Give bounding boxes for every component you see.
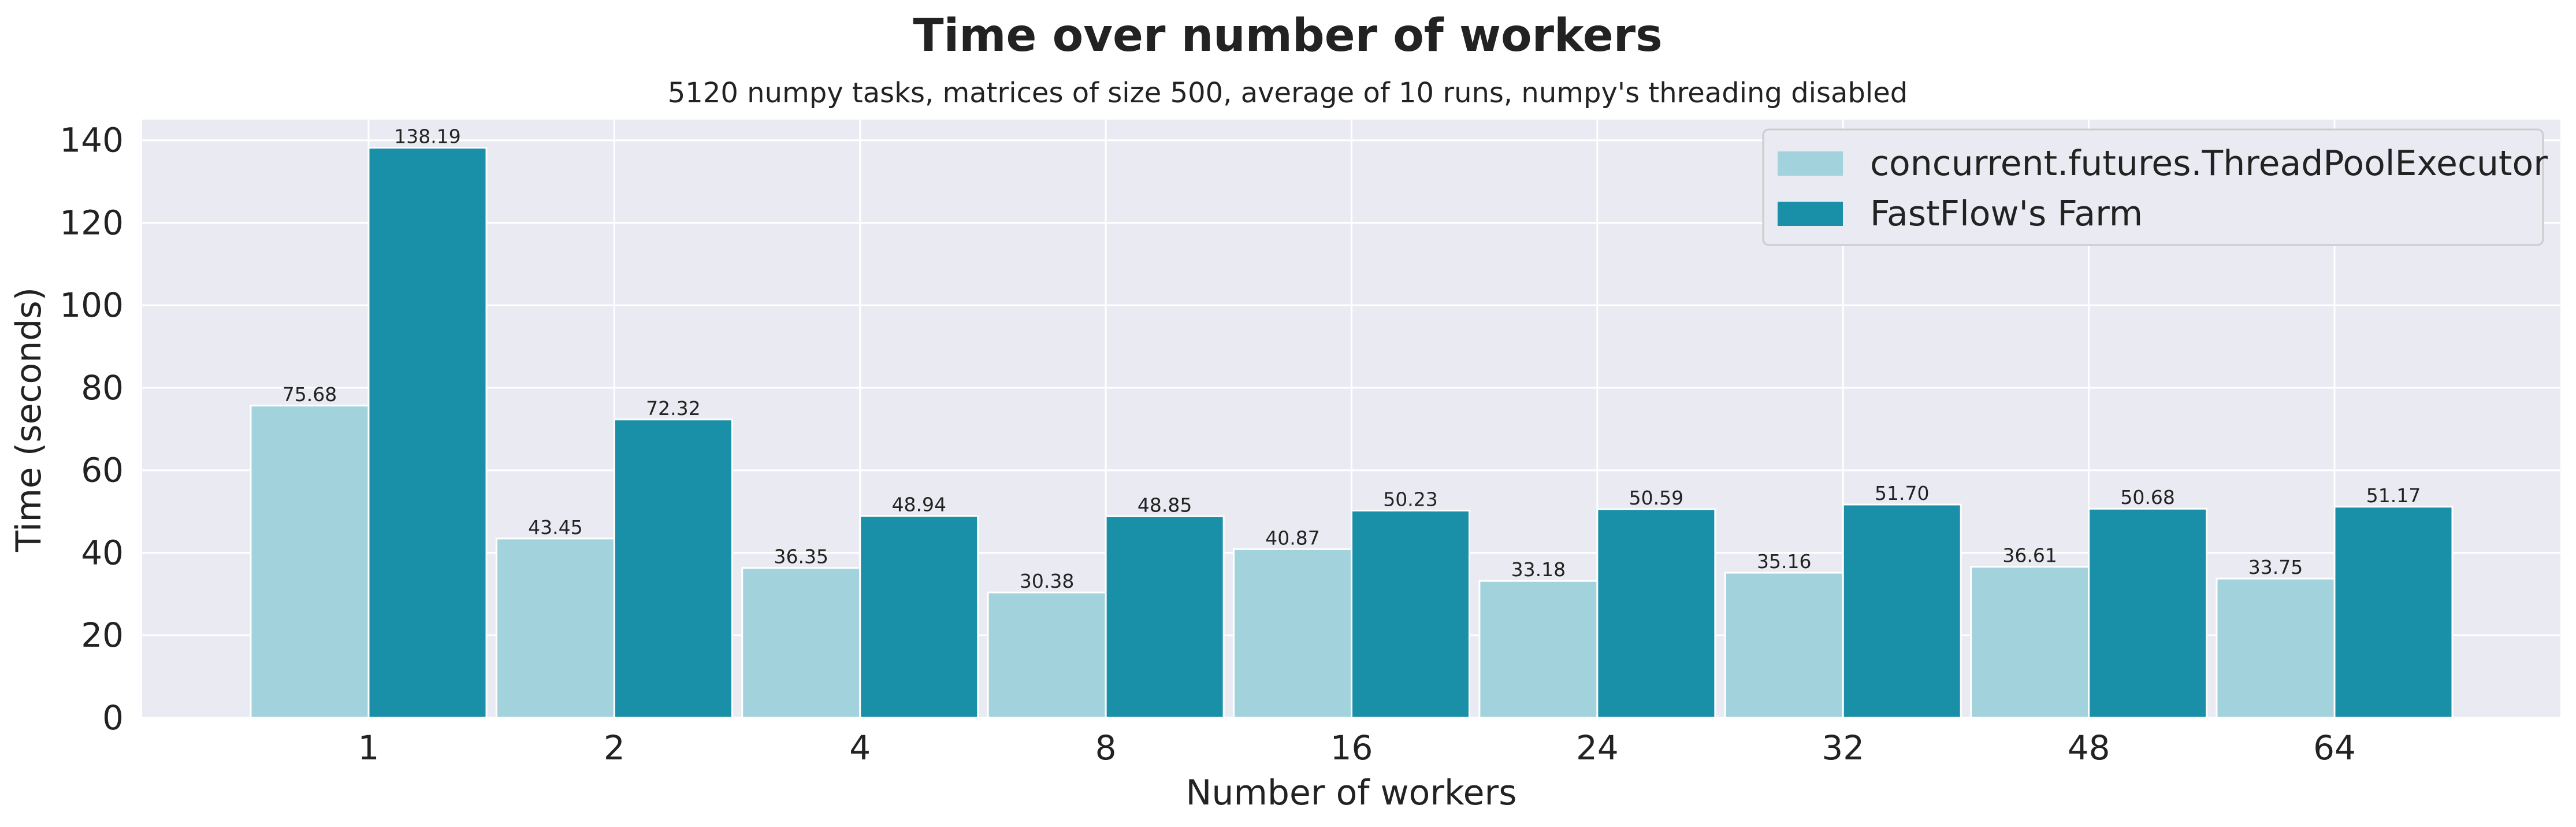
x-tick-label: 2 bbox=[604, 728, 625, 767]
bar-value-label: 36.61 bbox=[2002, 544, 2057, 567]
bar-fastflow bbox=[2333, 506, 2454, 719]
bar-threadpool bbox=[250, 405, 370, 719]
bar-value-label: 48.94 bbox=[892, 494, 946, 516]
y-tick-label: 0 bbox=[102, 698, 124, 737]
bar-threadpool bbox=[1724, 572, 1844, 719]
bar-threadpool bbox=[1233, 548, 1352, 719]
x-tick-label: 24 bbox=[1576, 728, 1619, 767]
y-tick-label: 120 bbox=[60, 203, 124, 242]
bar-value-label: 36.35 bbox=[774, 546, 828, 568]
x-tick-label: 1 bbox=[358, 728, 380, 767]
bar-value-label: 40.87 bbox=[1265, 526, 1319, 549]
bar-value-label: 75.68 bbox=[282, 383, 337, 406]
bar-value-label: 50.59 bbox=[1629, 487, 1683, 509]
y-axis-ticks: 0 20 40 60 80 100 120 140 bbox=[60, 121, 124, 737]
legend: concurrent.futures.ThreadPoolExecutor Fa… bbox=[1762, 128, 2548, 246]
bar-threadpool bbox=[1970, 566, 2090, 719]
bar-value-label: 43.45 bbox=[528, 516, 582, 539]
x-axis-label: Number of workers bbox=[1186, 773, 1517, 813]
legend-box bbox=[1762, 128, 2544, 246]
legend-label-fastflow: FastFlow's Farm bbox=[1870, 194, 2143, 234]
bar-threadpool bbox=[987, 591, 1107, 719]
y-tick-label: 20 bbox=[81, 615, 124, 655]
bar-threadpool bbox=[1478, 580, 1599, 719]
bar-fastflow bbox=[367, 147, 488, 719]
bar-fastflow bbox=[1105, 515, 1225, 719]
chart-subtitle: 5120 numpy tasks, matrices of size 500, … bbox=[668, 77, 1908, 109]
bar-fastflow bbox=[1351, 509, 1470, 719]
y-tick-label: 40 bbox=[81, 533, 124, 572]
bar-threadpool bbox=[741, 567, 861, 719]
bar-value-label: 50.23 bbox=[1383, 488, 1437, 510]
x-axis-ticks: 1 2 4 8 16 24 32 48 64 bbox=[358, 728, 2356, 767]
x-tick-label: 32 bbox=[1822, 728, 1864, 767]
y-tick-label: 80 bbox=[81, 368, 124, 407]
bar-value-label: 48.85 bbox=[1138, 494, 1192, 516]
bars bbox=[250, 147, 2454, 719]
x-tick-label: 48 bbox=[2068, 728, 2110, 767]
bar-value-label: 30.38 bbox=[1020, 570, 1074, 592]
bar-fastflow bbox=[613, 418, 733, 719]
x-tick-label: 16 bbox=[1330, 728, 1373, 767]
y-tick-label: 60 bbox=[81, 451, 124, 490]
y-axis-label: Time (seconds) bbox=[9, 287, 49, 552]
bar-threadpool bbox=[495, 537, 615, 719]
bar-value-label: 33.75 bbox=[2248, 556, 2303, 578]
legend-swatch-fastflow bbox=[1778, 202, 1843, 226]
y-tick-label: 100 bbox=[60, 285, 124, 325]
x-tick-label: 8 bbox=[1095, 728, 1117, 767]
bar-value-label: 33.18 bbox=[1511, 558, 1566, 581]
legend-swatch-threadpool bbox=[1778, 151, 1843, 176]
y-tick-label: 140 bbox=[60, 121, 124, 160]
bar-value-label: 72.32 bbox=[646, 397, 700, 420]
data-labels: 75.68 138.19 43.45 72.32 36.35 48.94 30.38 48.8… bbox=[282, 125, 2421, 593]
x-tick-label: 64 bbox=[2313, 728, 2356, 767]
bar-fastflow bbox=[1596, 508, 1716, 719]
x-tick-label: 4 bbox=[849, 728, 871, 767]
chart-title: Time over number of workers bbox=[913, 10, 1662, 62]
bar-fastflow bbox=[859, 515, 979, 719]
bar-value-label: 51.70 bbox=[1875, 482, 1929, 505]
bar-threadpool bbox=[2216, 577, 2336, 719]
bar-fastflow bbox=[1842, 503, 1962, 719]
legend-label-threadpool: concurrent.futures.ThreadPoolExecutor bbox=[1870, 143, 2548, 184]
bar-value-label: 138.19 bbox=[394, 125, 460, 148]
bar-fastflow bbox=[2088, 507, 2208, 719]
bar-value-label: 51.17 bbox=[2366, 484, 2421, 507]
bar-value-label: 35.16 bbox=[1757, 550, 1811, 573]
bar-value-label: 50.68 bbox=[2120, 486, 2174, 509]
